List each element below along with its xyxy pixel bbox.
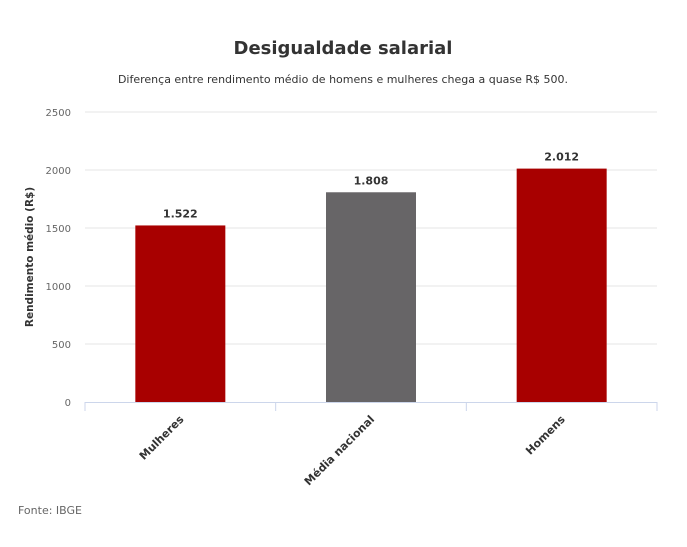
y-axis-title: Rendimento médio (R$) <box>24 187 36 327</box>
data-label: 1.808 <box>354 174 389 187</box>
bar-homens <box>516 168 607 402</box>
y-tick-label: 1000 <box>46 282 71 293</box>
y-tick-label: 0 <box>65 398 71 409</box>
data-label: 1.522 <box>163 207 198 220</box>
y-tick-label: 1500 <box>46 224 71 235</box>
chart-title: Desigualdade salarial <box>234 38 453 59</box>
data-label: 2.012 <box>544 151 579 164</box>
bar-mulheres <box>135 225 226 402</box>
x-category-label: Homens <box>523 413 568 458</box>
y-tick-label: 2500 <box>46 108 71 119</box>
source-note: Fonte: IBGE <box>18 504 82 517</box>
x-category-label: Mulheres <box>137 413 187 463</box>
bar-média-nacional <box>326 192 416 402</box>
x-category-label: Média nacional <box>302 413 377 488</box>
y-tick-label: 500 <box>52 340 71 351</box>
y-tick-label: 2000 <box>46 166 71 177</box>
chart-subtitle: Diferença entre rendimento médio de home… <box>118 73 568 86</box>
